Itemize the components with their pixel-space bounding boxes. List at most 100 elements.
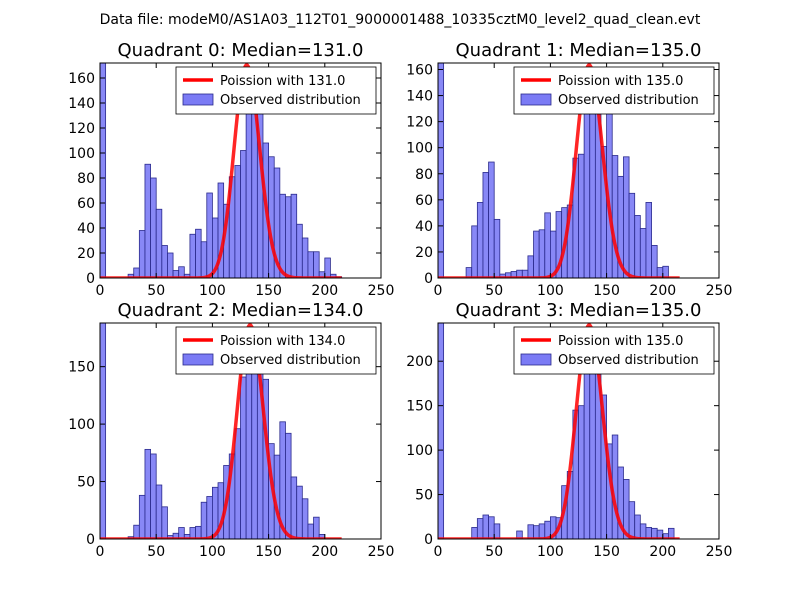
histogram-bar [290,193,298,278]
legend-observed-swatch [520,93,552,106]
histogram-bar [330,273,337,278]
histogram-bar [189,233,196,278]
legend-observed-label: Observed distribution [220,353,361,368]
legend: Poission with 135.0 Observed distribution [513,66,715,115]
y-tick-label: 120 [406,115,433,131]
histogram-bar [195,228,202,278]
x-tick-label: 0 [434,283,443,299]
y-tick-label: 20 [77,246,95,262]
y-tick-label: 140 [68,96,95,112]
x-tick-label: 100 [537,544,564,560]
histogram-bar [645,202,652,278]
y-tick-label: 160 [406,63,433,79]
y-tick-label: 80 [77,171,95,187]
histogram-bar [623,156,630,278]
axes-frame [437,322,720,540]
histogram-bar [471,225,478,278]
legend-observed-swatch [520,353,552,366]
legend: Poission with 134.0 Observed distribution [175,326,377,375]
x-tick-label: 250 [368,283,395,299]
legend-box [175,326,377,375]
axes-frame [99,62,382,279]
y-tick-label: 0 [424,532,433,548]
histogram-bar [527,524,534,539]
x-tick-label: 50 [485,544,503,560]
histogram-bar [133,524,140,539]
histogram-bar [527,255,534,278]
histogram-bar [161,245,168,278]
y-tick-label: 40 [77,221,95,237]
x-tick-label: 150 [255,544,282,560]
histogram-bar [296,485,303,539]
x-tick-label: 0 [96,544,105,560]
histogram-bar [639,228,647,278]
y-tick-label: 200 [406,354,433,370]
histogram-bar [290,476,298,539]
histogram-bar [100,323,107,539]
histogram-bar [178,266,185,278]
histogram-bar [662,265,669,278]
histogram-bar [150,177,157,278]
x-tick-label: 0 [96,283,105,299]
y-tick-label: 100 [68,417,95,433]
histogram-bar [493,218,501,278]
histogram-bar [200,501,208,539]
histogram-bar [482,172,489,278]
legend-observed-label: Observed distribution [220,93,361,108]
y-tick-label: 80 [415,167,433,183]
legend-poisson-label: Poission with 135.0 [558,74,683,89]
histogram-bar [438,323,445,539]
histogram-bar [493,523,501,539]
histogram-bar [533,525,540,539]
x-tick-label: 200 [649,544,676,560]
histogram-bar [628,501,636,539]
histogram-bar [161,506,168,539]
histogram-bar [234,165,241,278]
histogram-bar [639,523,647,539]
y-tick-label: 100 [406,443,433,459]
x-tick-label: 250 [706,283,733,299]
y-tick-label: 150 [68,360,95,376]
y-tick-label: 0 [86,271,95,287]
histogram-bar [589,93,596,278]
legend-box [513,66,715,115]
x-tick-label: 150 [255,283,282,299]
x-tick-label: 50 [485,283,503,299]
histogram-bar [206,192,213,278]
histogram-bar [268,156,275,278]
histogram-bar [138,494,146,539]
y-tick-label: 160 [68,71,95,87]
histogram-bar [144,448,151,539]
legend-observed-label: Observed distribution [558,353,699,368]
histogram-bar [533,230,540,278]
x-tick-label: 150 [593,283,620,299]
histogram-bar [279,193,286,278]
legend: Poission with 135.0 Observed distribution [513,326,715,375]
panel-title: Quadrant 3: Median=135.0 [456,300,702,321]
figure-suptitle: Data file: modeM0/AS1A03_112T01_90000014… [100,12,701,28]
quadrant-2-panel: Quadrant 2: Median=134.0 0 50 100 150 200 250 0… [68,300,394,560]
histogram-bar [476,518,484,539]
x-tick-label: 50 [147,283,165,299]
panel-title: Quadrant 0: Median=131.0 [118,40,364,61]
histogram-bar [167,252,174,278]
legend: Poission with 131.0 Observed distribution [175,66,377,115]
axes-frame [99,322,382,540]
quadrant-0-panel: Quadrant 0: Median=131.0 0 50 100 150 200 250 0… [68,40,394,299]
x-tick-label: 150 [593,544,620,560]
histogram-bar [195,525,202,539]
histogram-bar [234,428,241,539]
x-tick-label: 100 [537,283,564,299]
histogram-bar [583,350,591,539]
x-tick-label: 200 [311,283,338,299]
x-tick-label: 0 [434,544,443,560]
y-tick-label: 120 [68,121,95,137]
histogram-bar [538,523,546,539]
legend-box [175,66,377,115]
histogram-bar [301,498,309,539]
legend-box [513,326,715,375]
histogram-bar [488,516,495,539]
histogram-bar [150,453,157,539]
histogram-bar [488,161,495,278]
